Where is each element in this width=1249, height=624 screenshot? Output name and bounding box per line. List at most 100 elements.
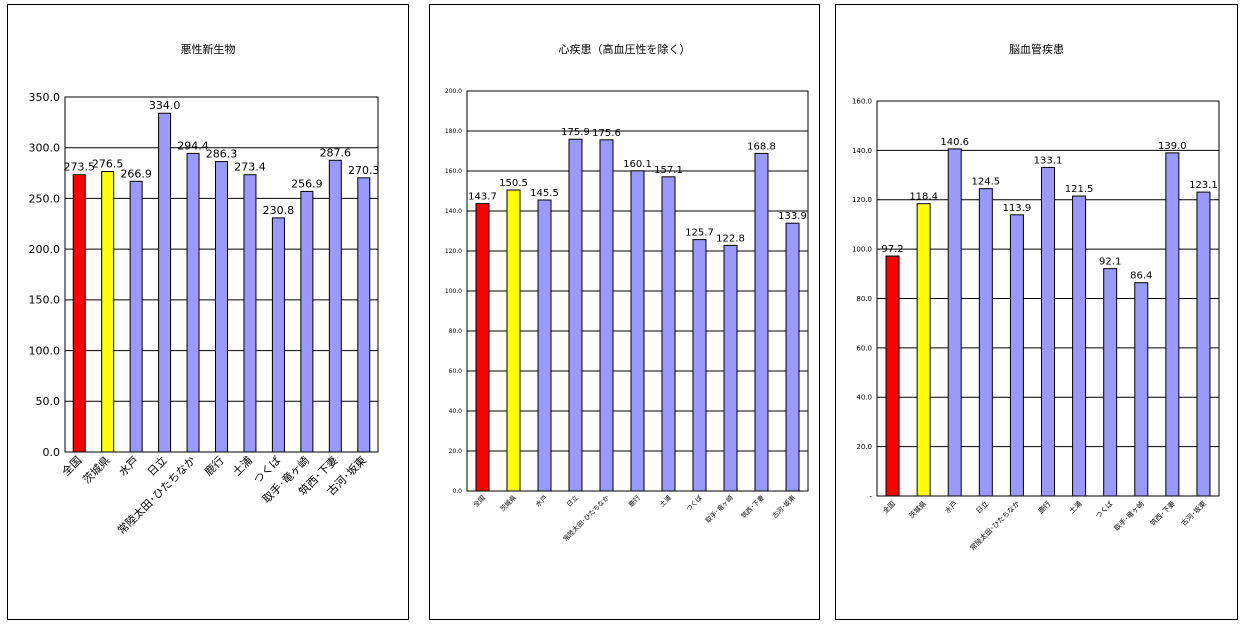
y-tick-label: 0.0 [43,446,61,459]
y-tick-label: - [869,492,872,500]
chart-title: 心疾患（高血圧性を除く） [558,43,691,56]
y-tick-label: 80.0 [449,328,463,335]
data-label: 140.6 [940,137,969,148]
y-tick-label: 100.0 [29,344,61,357]
y-tick-label: 100.0 [445,288,462,295]
y-tick-label: 300.0 [29,142,61,155]
x-tick-label: つくば [684,493,705,514]
chart-title: 脳血管疾患 [1009,43,1064,56]
bar [158,112,172,453]
bar [129,180,143,453]
y-tick-label: 40.0 [449,408,463,415]
data-label: 92.1 [1099,257,1121,268]
x-tick-label: 筑西･下妻 [739,493,766,520]
data-label: 143.7 [468,192,497,203]
bar [186,152,200,453]
y-tick-label: 180.0 [445,128,462,135]
data-label: 287.6 [320,146,352,159]
bar [300,190,314,453]
y-tick-label: 150.0 [29,294,61,307]
y-tick-label: 160.0 [445,168,462,175]
x-tick-label: 取手･竜ヶ崎 [703,493,735,525]
data-label: 168.8 [747,141,776,152]
y-tick-label: 60.0 [856,344,872,352]
data-label: 122.8 [716,233,745,244]
bar [885,255,900,497]
bar [475,203,490,492]
bar [1041,166,1055,497]
data-label: 123.1 [1189,180,1218,191]
y-tick-label: 20.0 [449,448,463,455]
y-tick-label: 0.0 [452,488,462,495]
y-tick-label: 50.0 [36,395,61,408]
bar [599,139,614,492]
y-tick-label: 140.0 [445,208,462,215]
x-tick-label: 筑西･下妻 [1148,499,1177,528]
x-tick-label: 日立 [974,499,990,515]
bar [1196,191,1211,497]
bar [328,159,342,453]
y-tick-label: 80.0 [856,295,872,303]
data-label: 86.4 [1130,271,1152,282]
data-label: 125.7 [685,228,714,239]
bar [630,170,645,492]
bar [215,161,228,453]
bar [243,174,257,453]
x-tick-label: 鹿行 [201,453,226,478]
y-tick-label: 160.0 [852,97,872,105]
bar-chart-heart-disease: 0.0 20.0 40.0 60.0 80.0 100.0 120.0 140.0 160.0 1… [445,88,809,543]
y-tick-label: 100.0 [852,246,872,254]
x-tick-label: 水戸 [943,499,959,515]
bar [1134,282,1149,497]
bar [692,239,707,492]
data-label: 334.0 [149,99,181,112]
data-label: 286.3 [206,148,238,161]
y-tick-label: 120.0 [445,248,462,255]
bar [1165,152,1180,497]
bar [568,138,583,492]
x-tick-label: 取手･竜ヶ崎 [1112,499,1146,533]
data-label: 157.1 [654,165,683,176]
x-tick-label: 水戸 [117,454,142,479]
bar [537,199,552,492]
x-tick-label: 古河･坂東 [1179,499,1208,528]
data-label: 230.8 [263,204,295,217]
x-tick-label: 茨城県 [80,453,113,486]
chart-panel-heart-disease: 心疾患（高血圧性を除く） 0.0 20.0 40.0 60.0 80.0 100.0 120… [429,4,820,620]
x-tick-label: 全国 [59,453,84,478]
data-label: 121.5 [1065,184,1094,195]
x-tick-label: 日立 [564,493,580,509]
x-tick-label: 鹿行 [626,493,642,509]
y-tick-label: 120.0 [852,196,872,204]
bar [1103,268,1118,497]
bar [754,152,769,492]
y-tick-label: 200.0 [29,243,61,256]
data-label: 175.6 [592,128,621,139]
chart-panel-cerebrovascular-disease: 脳血管疾患 - 20.0 40.0 60.0 80.0 100.0 120.0 140.0 16… [835,4,1238,620]
x-tick-label: つくば [1093,499,1114,520]
y-tick-label: 140.0 [852,147,872,155]
bar-chart-cerebrovascular-disease: - 20.0 40.0 60.0 80.0 100.0 120.0 140.0 160.0 97.… [852,97,1220,552]
bar [785,222,800,492]
x-tick-label: 茨城県 [498,493,519,514]
x-tick-label: 水戸 [533,493,549,509]
data-label: 175.9 [561,127,590,138]
bar [506,189,521,492]
x-tick-label: 全国 [471,493,487,509]
bar [101,171,115,453]
data-label: 160.1 [623,159,652,170]
data-label: 256.9 [291,177,323,190]
chart-panel-malignant-neoplasm: 悪性新生物 0.0 50.0 100.0 150.0 200.0 250.0 300.0 35… [7,4,409,620]
x-tick-label: 鹿行 [1036,499,1052,515]
data-label: 270.3 [348,164,380,177]
chart-title: 悪性新生物 [180,43,236,56]
bar [357,177,371,453]
bar [72,174,86,453]
data-label: 294.4 [177,139,209,152]
data-label: 124.5 [971,177,1000,188]
bar-chart-malignant-neoplasm: 0.0 50.0 100.0 150.0 200.0 250.0 300.0 350.0 273… [29,91,380,537]
data-label: 150.5 [499,178,528,189]
y-tick-label: 200.0 [445,88,462,95]
bar [947,148,962,497]
data-label: 97.2 [881,244,903,255]
